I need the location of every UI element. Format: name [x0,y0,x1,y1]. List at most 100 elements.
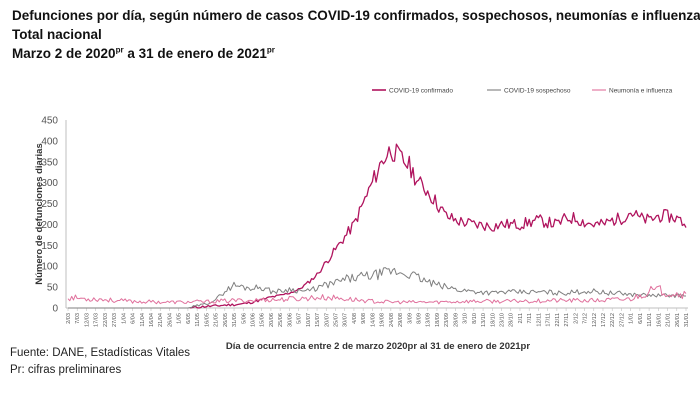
x-tick-label: 2/12 [573,313,579,324]
y-axis: 0 50 100 150 200 250 300 350 400 450 [41,116,67,315]
x-tick-label: 1/04 [121,313,127,324]
x-tick-label: 25/07 [333,313,339,327]
y-tick-label: 100 [41,262,58,273]
y-axis-label: Número de defunciones diarias [34,143,45,284]
y-tick-label: 150 [41,241,58,252]
x-tick-label: 23/09 [444,313,450,327]
legend-entry: COVID-19 sospechoso [504,88,571,95]
chart-title-block: Defunciones por día, según número de cas… [12,6,700,63]
x-tick-label: 23/10 [500,313,506,327]
x-tick-label: 12/12 [592,313,598,327]
x-tick-label: 5/07 [297,313,303,324]
x-tick-label: 7/03 [75,313,81,324]
chart-subtitle-period: Marzo 2 de 2020pr a 31 de enero de 2021p… [12,44,700,63]
period-end: a 31 de enero de 2021 [123,46,267,61]
x-tick-label: 6/05 [186,313,192,324]
x-tick-label: 17/12 [601,313,607,327]
period-start-superscript: pr [115,45,124,55]
y-tick-label: 400 [41,136,58,147]
x-tick-label: 13/10 [481,313,487,327]
series-line [67,285,687,305]
x-tick-label: 31/01 [684,313,690,327]
x-tick-label: 21/05 [214,313,220,327]
x-tick-label: 15/06 [260,313,266,327]
y-tick-label: 300 [41,178,58,189]
period-end-superscript: pr [266,45,275,55]
x-tick-label: 30/07 [343,313,349,327]
x-tick-label: 20/07 [324,313,330,327]
y-tick-label: 350 [41,157,58,168]
x-tick-label: 22/11 [555,313,561,327]
x-tick-label: 3/09 [407,313,413,324]
x-tick-label: 15/07 [315,313,321,327]
x-tick-label: 18/09 [435,313,441,327]
x-tick-label: 17/03 [94,313,100,327]
x-tick-label: 27/11 [564,313,570,327]
chart-legend: COVID-19 confirmado COVID-19 sospechoso Ne… [372,88,673,95]
x-tick-label: 22/03 [103,313,109,327]
x-tick-label: 1/01 [629,313,635,324]
x-tick-label: 6/04 [131,313,137,324]
x-tick-label: 31/05 [232,313,238,327]
x-tick-label: 16/01 [656,313,662,327]
series-line [68,267,686,309]
x-tick-label: 12/11 [536,313,542,327]
x-tick-label: 2/11 [518,313,524,323]
x-tick-label: 30/06 [287,313,293,327]
x-tick-label: 8/10 [472,313,478,324]
source-note: Fuente: DANE, Estadísticas Vitales [10,347,191,359]
series-lines [67,143,687,309]
x-tick-label: 25/06 [278,313,284,327]
y-tick-label: 200 [41,220,58,231]
series-line [189,143,687,309]
y-tick-label: 250 [41,199,58,210]
x-tick-label: 12/03 [84,313,90,327]
x-tick-label: 26/04 [167,313,173,327]
preliminary-note: Pr: cifras preliminares [10,364,122,376]
x-tick-label: 29/08 [398,313,404,327]
y-tick-label: 50 [47,283,59,294]
chart-subtitle-scope: Total nacional [12,27,102,42]
x-tick-label: 11/05 [195,313,201,327]
x-tick-label: 6/01 [638,313,644,324]
x-tick-label: 22/12 [610,313,616,327]
x-tick-label: 5/06 [241,313,247,324]
x-tick-label: 11/04 [140,313,146,327]
x-tick-label: 7/12 [583,313,589,324]
x-tick-label: 21/04 [158,313,164,327]
x-tick-label: 17/11 [546,313,552,327]
legend-entry: COVID-19 confirmado [389,88,453,95]
x-tick-label: 24/08 [389,313,395,327]
x-tick-label: 28/10 [509,313,515,327]
x-tick-label: 8/09 [417,313,423,324]
x-tick-label: 16/05 [204,313,210,327]
y-tick-label: 450 [41,116,58,127]
x-tick-label: 14/08 [370,313,376,327]
x-tick-label: 3/10 [463,313,469,324]
x-tick-label: 13/09 [426,313,432,327]
x-tick-label: 18/10 [490,313,496,327]
x-tick-label: 10/07 [306,313,312,327]
x-tick-label: 19/08 [380,313,386,327]
x-tick-label: 4/08 [352,313,358,324]
x-tick-label: 27/03 [112,313,118,327]
x-tick-label: 16/04 [149,313,155,327]
x-tick-label: 10/06 [250,313,256,327]
x-axis: 2/03 7/03 12/03 17/03 22/03 27/03 1/04 6/04 11/0… [66,307,690,327]
legend-entry: Neumonía e influenza [609,88,673,95]
x-tick-label: 26/01 [675,313,681,327]
x-axis-label: Día de ocurrencia entre 2 de marzo 2020p… [226,341,530,352]
x-tick-label: 2/03 [66,313,72,324]
chart-title: Defunciones por día, según número de cas… [12,8,700,23]
y-tick-label: 0 [52,304,58,315]
x-tick-label: 21/01 [666,313,672,327]
x-tick-label: 9/08 [361,313,367,324]
x-tick-label: 28/09 [453,313,459,327]
x-tick-label: 11/01 [647,313,653,327]
x-tick-label: 1/05 [177,313,183,324]
x-tick-label: 26/05 [223,313,229,327]
x-tick-label: 7/11 [527,313,533,323]
x-tick-label: 20/06 [269,313,275,327]
x-tick-label: 27/12 [619,313,625,327]
